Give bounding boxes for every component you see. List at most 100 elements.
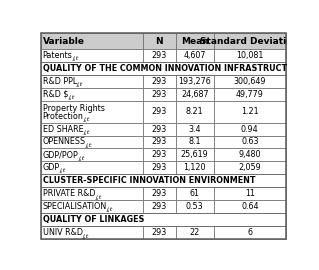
Text: N: N (155, 37, 163, 46)
Text: 9,480: 9,480 (239, 150, 261, 159)
Text: 10,081: 10,081 (236, 51, 263, 60)
Text: j,t: j,t (95, 195, 101, 200)
Text: 293: 293 (152, 202, 167, 211)
Text: j,t: j,t (78, 156, 85, 161)
Text: 4,607: 4,607 (183, 51, 206, 60)
Text: 293: 293 (152, 90, 167, 99)
Bar (143, 101, 176, 123)
Bar (214, 88, 286, 101)
Bar (176, 123, 214, 136)
Bar (176, 49, 214, 62)
Bar (214, 123, 286, 136)
Text: 1.21: 1.21 (241, 107, 259, 116)
Text: 8.1: 8.1 (189, 137, 201, 146)
Bar (41, 123, 143, 136)
Bar (143, 200, 176, 213)
Text: j,t: j,t (107, 207, 113, 212)
Bar (214, 200, 286, 213)
Text: Property Rights: Property Rights (43, 104, 104, 113)
Bar (41, 75, 143, 88)
Bar (176, 148, 214, 161)
Bar (143, 136, 176, 148)
Bar (176, 88, 214, 101)
Text: R&D $: R&D $ (43, 90, 68, 99)
Bar (41, 136, 143, 148)
Text: Mean: Mean (181, 37, 209, 46)
Text: GDP: GDP (43, 163, 60, 172)
Text: Variable: Variable (43, 37, 85, 46)
Text: 25,619: 25,619 (181, 150, 209, 159)
Text: 49,779: 49,779 (236, 90, 264, 99)
Text: 300,649: 300,649 (234, 77, 266, 86)
Text: 0.64: 0.64 (241, 202, 258, 211)
Bar (41, 187, 143, 200)
Bar (143, 123, 176, 136)
Text: 293: 293 (152, 228, 167, 237)
Text: 6: 6 (247, 228, 252, 237)
Bar (176, 227, 214, 239)
Bar (143, 148, 176, 161)
Bar (214, 148, 286, 161)
Bar (176, 75, 214, 88)
Text: 22: 22 (189, 228, 200, 237)
Bar (41, 148, 143, 161)
Bar (41, 200, 143, 213)
Text: 293: 293 (152, 163, 167, 172)
Bar (143, 227, 176, 239)
Bar (214, 227, 286, 239)
Text: 293: 293 (152, 107, 167, 116)
Bar (214, 49, 286, 62)
Text: j,t: j,t (68, 95, 74, 100)
Bar (214, 187, 286, 200)
Text: QUALITY OF THE COMMON INNOVATION INFRASTRUCTURE: QUALITY OF THE COMMON INNOVATION INFRAST… (43, 64, 305, 73)
Text: 293: 293 (152, 77, 167, 86)
Text: Patents: Patents (43, 51, 72, 60)
Bar (176, 33, 214, 49)
Bar (214, 101, 286, 123)
Text: 1,120: 1,120 (183, 163, 206, 172)
Bar (143, 75, 176, 88)
Bar (176, 136, 214, 148)
Text: 11: 11 (245, 189, 255, 198)
Text: j,t: j,t (77, 82, 83, 87)
Bar (143, 161, 176, 174)
Text: 24,687: 24,687 (181, 90, 209, 99)
Bar (41, 49, 143, 62)
Text: OPENNESS: OPENNESS (43, 137, 86, 146)
Text: 8.21: 8.21 (186, 107, 204, 116)
Bar (143, 187, 176, 200)
Text: j,t: j,t (86, 143, 92, 148)
Text: 293: 293 (152, 189, 167, 198)
Bar (214, 75, 286, 88)
Bar (143, 49, 176, 62)
Bar (41, 213, 286, 227)
Bar (176, 200, 214, 213)
Text: Standard Deviation: Standard Deviation (200, 37, 299, 46)
Bar (143, 88, 176, 101)
Text: QUALITY OF LINKAGES: QUALITY OF LINKAGES (43, 215, 144, 224)
Text: j,t: j,t (84, 130, 90, 135)
Text: j,t: j,t (83, 234, 89, 239)
Text: 0.53: 0.53 (186, 202, 204, 211)
Text: 61: 61 (190, 189, 200, 198)
Text: GDP/POP: GDP/POP (43, 150, 78, 159)
Text: 293: 293 (152, 150, 167, 159)
Bar (214, 136, 286, 148)
Text: 3.4: 3.4 (189, 125, 201, 134)
Bar (143, 33, 176, 49)
Text: Protection: Protection (43, 112, 84, 121)
Bar (41, 161, 143, 174)
Text: PRIVATE R&D: PRIVATE R&D (43, 189, 95, 198)
Text: 293: 293 (152, 51, 167, 60)
Text: j,t: j,t (84, 117, 90, 122)
Text: ED SHARE: ED SHARE (43, 125, 83, 134)
Bar (41, 88, 143, 101)
Text: 2,059: 2,059 (238, 163, 261, 172)
Bar (41, 174, 286, 187)
Text: CLUSTER-SPECIFIC INNOVATION ENVIRONMENT: CLUSTER-SPECIFIC INNOVATION ENVIRONMENT (43, 176, 255, 185)
Text: 0.94: 0.94 (241, 125, 259, 134)
Bar (41, 33, 143, 49)
Bar (214, 33, 286, 49)
Bar (176, 187, 214, 200)
Text: R&D PPL: R&D PPL (43, 77, 77, 86)
